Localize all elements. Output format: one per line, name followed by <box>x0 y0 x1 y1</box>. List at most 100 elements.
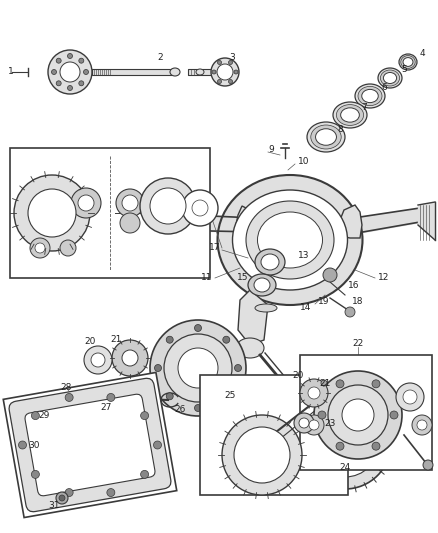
FancyBboxPatch shape <box>25 394 155 496</box>
Circle shape <box>60 240 76 256</box>
Circle shape <box>315 377 375 437</box>
Text: 27: 27 <box>100 403 112 413</box>
Circle shape <box>325 387 365 427</box>
Circle shape <box>229 79 233 84</box>
Text: 11: 11 <box>201 273 212 282</box>
Circle shape <box>116 189 144 217</box>
Circle shape <box>294 413 314 433</box>
Circle shape <box>28 189 76 237</box>
Text: 8: 8 <box>337 125 343 133</box>
Circle shape <box>192 200 208 216</box>
Ellipse shape <box>403 58 413 67</box>
Ellipse shape <box>261 254 279 270</box>
Circle shape <box>299 418 309 428</box>
Circle shape <box>308 387 320 399</box>
Bar <box>10 148 210 278</box>
Circle shape <box>234 365 241 372</box>
Ellipse shape <box>355 84 385 108</box>
Polygon shape <box>238 290 268 345</box>
Circle shape <box>155 365 162 372</box>
Circle shape <box>150 188 186 224</box>
Circle shape <box>328 385 388 445</box>
Circle shape <box>321 380 327 386</box>
Polygon shape <box>340 205 362 238</box>
Ellipse shape <box>401 55 415 68</box>
Circle shape <box>308 390 328 410</box>
Ellipse shape <box>307 122 345 152</box>
Text: 29: 29 <box>38 410 49 419</box>
Circle shape <box>311 409 379 477</box>
Circle shape <box>32 411 39 419</box>
Ellipse shape <box>358 86 382 106</box>
Circle shape <box>60 62 80 82</box>
Circle shape <box>59 495 65 501</box>
Circle shape <box>182 190 218 226</box>
Circle shape <box>309 420 319 430</box>
Circle shape <box>223 336 230 343</box>
Text: 15: 15 <box>237 273 248 282</box>
Text: 9: 9 <box>268 146 274 155</box>
Circle shape <box>234 70 238 74</box>
Text: 1: 1 <box>8 68 14 77</box>
Circle shape <box>164 334 232 402</box>
Circle shape <box>396 383 424 411</box>
Circle shape <box>298 380 338 420</box>
Ellipse shape <box>170 68 180 76</box>
Text: 22: 22 <box>353 338 364 348</box>
Circle shape <box>52 69 57 75</box>
Text: 30: 30 <box>28 440 39 449</box>
Ellipse shape <box>315 129 336 146</box>
Circle shape <box>372 442 380 450</box>
Circle shape <box>67 85 73 91</box>
Bar <box>92 69 172 75</box>
Ellipse shape <box>255 249 285 275</box>
Circle shape <box>222 415 302 495</box>
Circle shape <box>372 380 380 388</box>
Ellipse shape <box>336 104 364 125</box>
Circle shape <box>56 81 61 86</box>
Text: 13: 13 <box>298 252 310 261</box>
Circle shape <box>14 175 90 251</box>
Circle shape <box>78 195 94 211</box>
Circle shape <box>35 243 45 253</box>
Circle shape <box>91 353 105 367</box>
Circle shape <box>32 471 39 479</box>
Ellipse shape <box>218 175 363 305</box>
Circle shape <box>150 320 246 416</box>
Circle shape <box>140 178 196 234</box>
Text: 25: 25 <box>224 392 236 400</box>
Circle shape <box>56 492 68 504</box>
Text: 3: 3 <box>229 53 235 62</box>
Text: 12: 12 <box>378 273 389 282</box>
Circle shape <box>345 307 355 317</box>
Text: 21: 21 <box>319 378 331 387</box>
Text: 5: 5 <box>401 66 407 75</box>
Circle shape <box>229 60 233 64</box>
Text: 7: 7 <box>361 102 367 111</box>
Ellipse shape <box>248 274 276 296</box>
Circle shape <box>390 411 398 419</box>
Ellipse shape <box>254 278 270 292</box>
Circle shape <box>194 405 201 411</box>
Text: 2: 2 <box>157 53 163 62</box>
Circle shape <box>218 60 222 64</box>
Circle shape <box>314 371 402 459</box>
Circle shape <box>310 389 318 397</box>
Circle shape <box>417 420 427 430</box>
Circle shape <box>65 393 73 401</box>
Circle shape <box>65 489 73 497</box>
Circle shape <box>56 58 61 63</box>
Circle shape <box>122 195 138 211</box>
Circle shape <box>423 460 433 470</box>
Circle shape <box>223 393 230 400</box>
Polygon shape <box>236 206 255 235</box>
Circle shape <box>412 415 432 435</box>
Circle shape <box>112 340 148 376</box>
Text: 24: 24 <box>339 463 351 472</box>
Ellipse shape <box>196 69 204 75</box>
Text: 14: 14 <box>300 303 311 312</box>
Ellipse shape <box>341 108 359 122</box>
Circle shape <box>18 441 27 449</box>
Text: 26: 26 <box>174 406 186 415</box>
Circle shape <box>30 238 50 258</box>
